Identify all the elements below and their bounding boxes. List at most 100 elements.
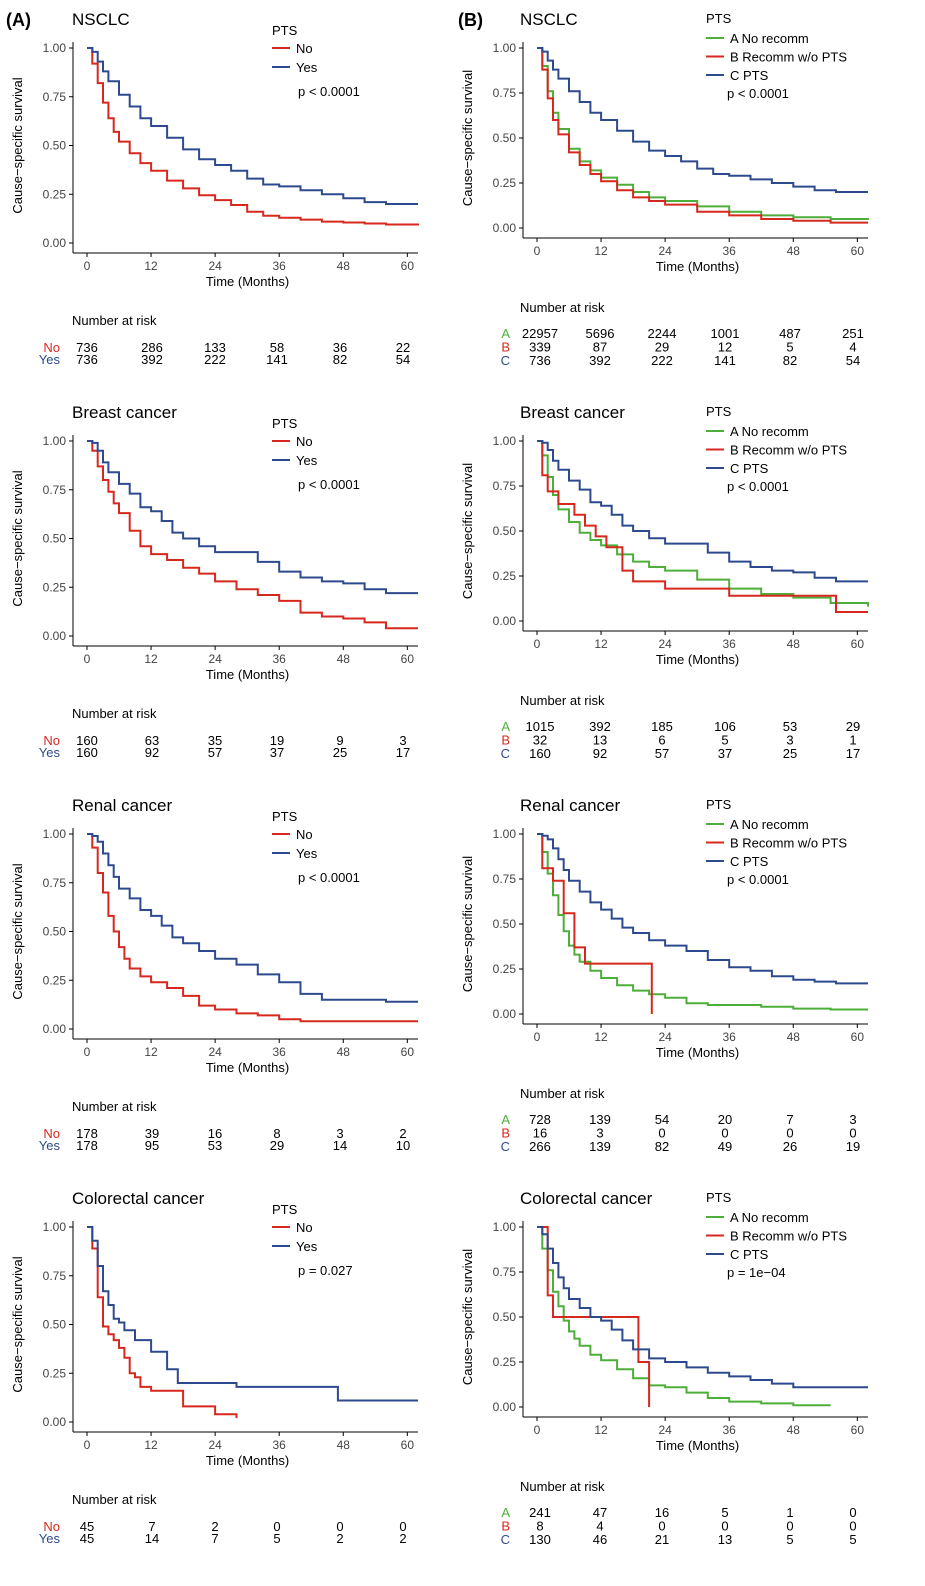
x-tick-label: 24 (658, 244, 672, 258)
risk-row-label: A (501, 1112, 510, 1127)
risk-cell: 222 (204, 352, 226, 367)
risk-table-title: Number at risk (520, 300, 605, 315)
risk-row-label: A (501, 719, 510, 734)
risk-table-title: Number at risk (72, 706, 157, 721)
survival-curve-a-no-recomm (537, 47, 869, 220)
survival-curve-yes (87, 833, 418, 1003)
survival-curve-c-pts (537, 1226, 868, 1389)
y-axis-title: Cause−specific survival (10, 863, 25, 999)
survival-curve-no (87, 833, 418, 1023)
risk-cell: 57 (655, 746, 669, 761)
x-tick-label: 60 (401, 1438, 415, 1452)
risk-table-title: Number at risk (520, 693, 605, 708)
risk-cell: 54 (655, 1112, 669, 1127)
risk-cell: 22957 (522, 326, 558, 341)
y-tick-label: 0.00 (43, 1022, 67, 1036)
survival-curve-c-pts (537, 47, 868, 193)
survival-curve-b-recomm-w-o-pts (537, 833, 653, 1014)
risk-cell: 29 (655, 340, 669, 355)
legend-label: B Recomm w/o PTS (730, 836, 847, 851)
y-tick-label: 0.75 (493, 479, 517, 493)
survival-curve-a-no-recomm (537, 1226, 831, 1407)
risk-row-label: Yes (39, 1531, 61, 1546)
survival-curve-b-recomm-w-o-pts (537, 440, 868, 613)
risk-cell: 0 (786, 1126, 793, 1141)
x-tick-label: 36 (723, 1423, 737, 1437)
x-tick-label: 0 (534, 637, 541, 651)
x-tick-label: 0 (534, 1423, 541, 1437)
legend-label: C PTS (730, 1247, 769, 1262)
x-tick-label: 60 (851, 1030, 865, 1044)
risk-cell: 178 (76, 1126, 98, 1141)
x-tick-label: 12 (594, 637, 608, 651)
x-tick-label: 12 (594, 244, 608, 258)
x-tick-label: 48 (787, 1423, 801, 1437)
risk-cell: 82 (655, 1139, 669, 1154)
x-tick-label: 0 (534, 1030, 541, 1044)
risk-cell: 19 (270, 733, 284, 748)
chart-title: Renal cancer (520, 796, 621, 815)
y-tick-label: 0.25 (493, 569, 517, 583)
x-tick-label: 48 (787, 1030, 801, 1044)
risk-cell: 8 (273, 1126, 280, 1141)
risk-cell: 87 (593, 340, 607, 355)
y-tick-label: 0.50 (43, 532, 67, 546)
risk-cell: 2 (399, 1126, 406, 1141)
risk-cell: 25 (783, 746, 797, 761)
risk-row-label: A (501, 1505, 510, 1520)
x-tick-label: 0 (84, 1438, 91, 1452)
panel-label-b: (B) (458, 10, 483, 30)
risk-cell: 222 (651, 353, 673, 368)
p-value: p = 0.027 (298, 1263, 353, 1278)
y-tick-label: 0.50 (493, 1310, 517, 1324)
risk-cell: 0 (849, 1505, 856, 1520)
y-tick-label: 0.75 (493, 86, 517, 100)
y-tick-label: 0.75 (43, 90, 67, 104)
y-tick-label: 0.25 (43, 973, 67, 987)
x-tick-label: 36 (273, 259, 287, 273)
legend-label: No (296, 41, 313, 56)
x-axis-title: Time (Months) (206, 1060, 289, 1075)
y-tick-label: 0.50 (43, 925, 67, 939)
risk-cell: 1 (786, 1505, 793, 1520)
risk-cell: 0 (273, 1519, 280, 1534)
y-tick-label: 0.00 (493, 614, 517, 628)
survival-curve-yes (87, 47, 418, 205)
risk-cell: 0 (849, 1126, 856, 1141)
risk-cell: 47 (593, 1505, 607, 1520)
legend-title: PTS (706, 1190, 732, 1205)
x-tick-label: 36 (723, 1030, 737, 1044)
risk-row-label: No (43, 733, 60, 748)
risk-table-title: Number at risk (72, 313, 157, 328)
risk-cell: 26 (783, 1139, 797, 1154)
risk-cell: 139 (589, 1139, 611, 1154)
legend-label: Yes (296, 1239, 318, 1254)
risk-cell: 57 (208, 745, 222, 760)
y-tick-label: 0.25 (493, 1355, 517, 1369)
y-tick-label: 0.00 (43, 1415, 67, 1429)
risk-cell: 133 (204, 340, 226, 355)
x-tick-label: 24 (208, 652, 222, 666)
risk-cell: 5 (786, 1532, 793, 1547)
x-tick-label: 36 (273, 1045, 287, 1059)
legend-label: C PTS (730, 68, 769, 83)
chart-title: Colorectal cancer (520, 1189, 653, 1208)
x-axis-title: Time (Months) (656, 652, 739, 667)
risk-cell: 251 (842, 326, 864, 341)
y-axis-title: Cause−specific survival (10, 1256, 25, 1392)
risk-cell: 5 (786, 340, 793, 355)
legend-label: No (296, 434, 313, 449)
risk-cell: 58 (270, 340, 284, 355)
risk-cell: 3 (849, 1112, 856, 1127)
risk-cell: 92 (593, 746, 607, 761)
x-tick-label: 12 (144, 1438, 158, 1452)
risk-cell: 12 (718, 340, 732, 355)
chart-title: Renal cancer (72, 796, 173, 815)
risk-cell: 13 (593, 733, 607, 748)
y-tick-label: 0.75 (43, 1269, 67, 1283)
x-tick-label: 36 (273, 1438, 287, 1452)
risk-cell: 5 (721, 1505, 728, 1520)
legend-label: Yes (296, 846, 318, 861)
x-tick-label: 36 (723, 637, 737, 651)
x-tick-label: 0 (534, 244, 541, 258)
